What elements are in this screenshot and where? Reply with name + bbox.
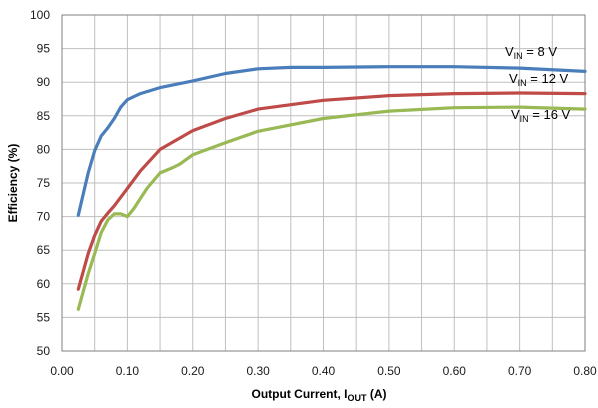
- y-tick-label-1: 55: [37, 310, 51, 324]
- x-tick-label-1: 0.10: [116, 364, 140, 378]
- y-tick-label-3: 65: [37, 243, 51, 257]
- y-tick-label-4: 70: [37, 210, 51, 224]
- y-tick-label-6: 80: [37, 142, 51, 156]
- x-tick-label-5: 0.50: [377, 364, 401, 378]
- series-line-2: [76, 105, 587, 311]
- series-label-0: VIN = 8 V: [505, 44, 557, 61]
- y-tick-label-2: 60: [37, 277, 51, 291]
- x-axis-title-subscript: OUT: [348, 393, 368, 403]
- y-axis-title: Efficiency (%): [6, 144, 20, 223]
- y-tick-label-9: 95: [37, 42, 51, 56]
- x-tick-label-0: 0.00: [50, 364, 74, 378]
- series-label-2: VIN = 16 V: [511, 107, 571, 124]
- series-labels: VIN = 8 V VIN = 12 V VIN = 16 V: [505, 44, 571, 124]
- grid-lines: [61, 14, 586, 352]
- plot-area-frame: [61, 14, 586, 352]
- x-tick-label-6: 0.60: [443, 364, 467, 378]
- series-label-1: VIN = 12 V: [509, 71, 569, 88]
- y-tick-label-5: 75: [37, 176, 51, 190]
- y-tick-label-7: 85: [37, 109, 51, 123]
- series-line-1: [76, 91, 587, 291]
- series-line-0: [76, 65, 587, 217]
- x-tick-label-4: 0.40: [312, 364, 336, 378]
- x-axis-title-main: Output Current, I: [252, 387, 348, 401]
- x-tick-labels: 0.00 0.10 0.20 0.30 0.40 0.50 0.60 0.70 0.80: [50, 364, 597, 378]
- x-axis-title: Output Current, IOUT (A): [252, 387, 387, 403]
- y-tick-labels: 50 55 60 65 70 75 80 85 90 95 100: [30, 8, 50, 358]
- y-tick-label-8: 90: [37, 75, 51, 89]
- x-tick-label-2: 0.20: [181, 364, 205, 378]
- y-tick-label-0: 50: [37, 344, 51, 358]
- y-tick-label-10: 100: [30, 8, 50, 22]
- x-tick-label-8: 0.80: [573, 364, 597, 378]
- x-tick-label-7: 0.70: [508, 364, 532, 378]
- series-lines: [76, 65, 587, 311]
- x-axis-title-unit: (A): [367, 387, 387, 401]
- x-tick-label-3: 0.30: [246, 364, 270, 378]
